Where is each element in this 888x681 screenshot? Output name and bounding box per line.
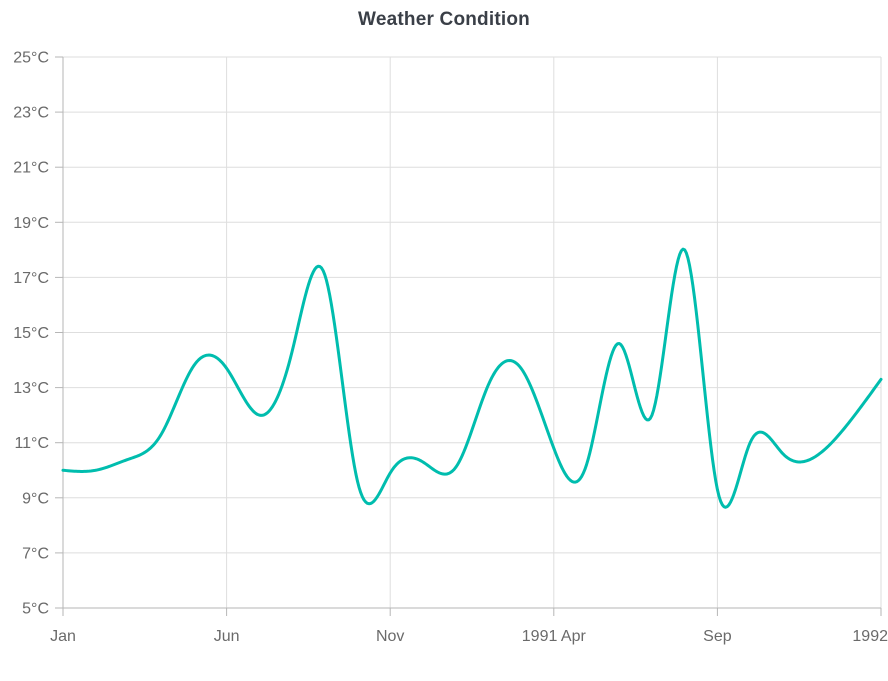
y-axis-tick-label: 21°C	[13, 160, 49, 177]
y-axis-labels: 5°C 7°C 9°C 11°C 13°C 15°C 17°C 19°C 21°C 23°C 25°…	[13, 50, 49, 618]
y-axis-tick-label: 23°C	[13, 105, 49, 122]
x-axis-labels: Jan Jun Nov 1991 Apr Sep 1992	[50, 628, 888, 645]
chart-title: Weather Condition	[358, 9, 530, 30]
y-axis-tick-label: 5°C	[22, 601, 49, 618]
y-axis-tick-label: 13°C	[13, 380, 49, 397]
y-axis-tick-label: 19°C	[13, 215, 49, 232]
y-axis-tick-label: 25°C	[13, 50, 49, 67]
y-axis-tick-label: 15°C	[13, 325, 49, 342]
x-axis-tick-label: Jun	[214, 628, 240, 645]
gridlines	[63, 56, 882, 608]
x-axis-tick-label: Jan	[50, 628, 76, 645]
y-axis-tick-label: 11°C	[14, 435, 49, 452]
x-axis-tick-label: Sep	[703, 628, 732, 645]
tick-marks	[55, 56, 882, 616]
x-axis-tick-label: 1992	[852, 628, 888, 645]
y-axis-tick-label: 17°C	[13, 270, 49, 287]
x-axis-tick-label: 1991 Apr	[522, 628, 587, 645]
x-axis-tick-label: Nov	[376, 628, 404, 645]
y-axis-tick-label: 7°C	[22, 545, 49, 562]
y-axis-tick-label: 9°C	[22, 490, 49, 507]
temperature-spline-series[interactable]	[61, 247, 883, 509]
